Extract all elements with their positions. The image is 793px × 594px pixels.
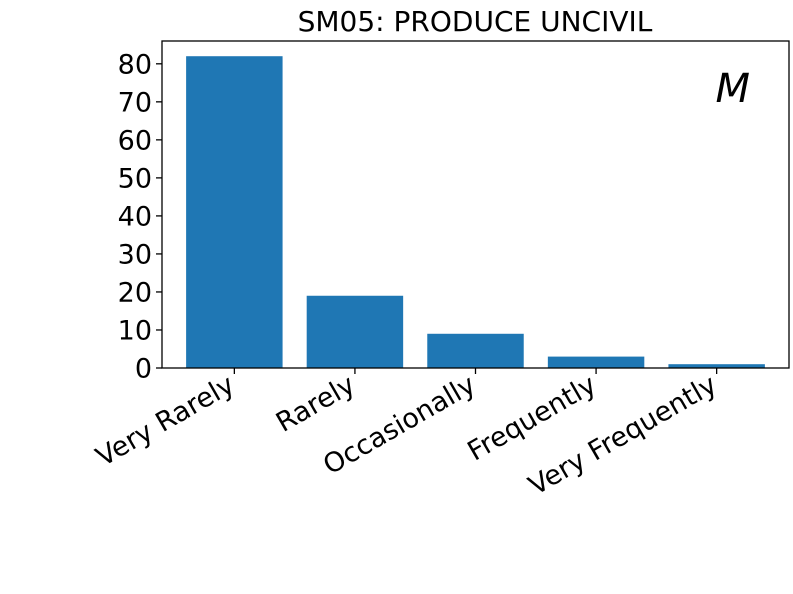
- x-tick-label: Rarely: [271, 369, 360, 439]
- bars-group: [186, 56, 765, 369]
- y-tick-label: 20: [118, 277, 152, 308]
- chart-title: SM05: PRODUCE UNCIVIL: [298, 5, 653, 38]
- bar-occasionally: [427, 333, 524, 368]
- plot-frame: [161, 40, 790, 369]
- y-tick-label: 60: [118, 125, 152, 156]
- bar-very-frequently: [668, 364, 765, 368]
- bar-rarely: [306, 295, 404, 368]
- x-axis: Very Rarely RarelyOccasionallyFrequentlyV…: [91, 368, 722, 502]
- y-axis: 0 10 20 30 40 50 60 70 80: [118, 49, 162, 385]
- x-tick-label: Very Rarely: [91, 369, 240, 473]
- bar-frequently: [547, 356, 645, 368]
- y-tick-label: 0: [135, 354, 152, 385]
- y-tick-label: 70: [118, 87, 152, 118]
- y-tick-label: 10: [118, 315, 152, 346]
- y-tick-label: 40: [118, 201, 152, 232]
- y-tick-label: 50: [118, 163, 152, 194]
- panel-annotation: M: [715, 66, 750, 112]
- y-tick-label: 30: [118, 239, 152, 270]
- bar-very-rarely: [186, 56, 283, 369]
- y-tick-label: 80: [118, 49, 152, 80]
